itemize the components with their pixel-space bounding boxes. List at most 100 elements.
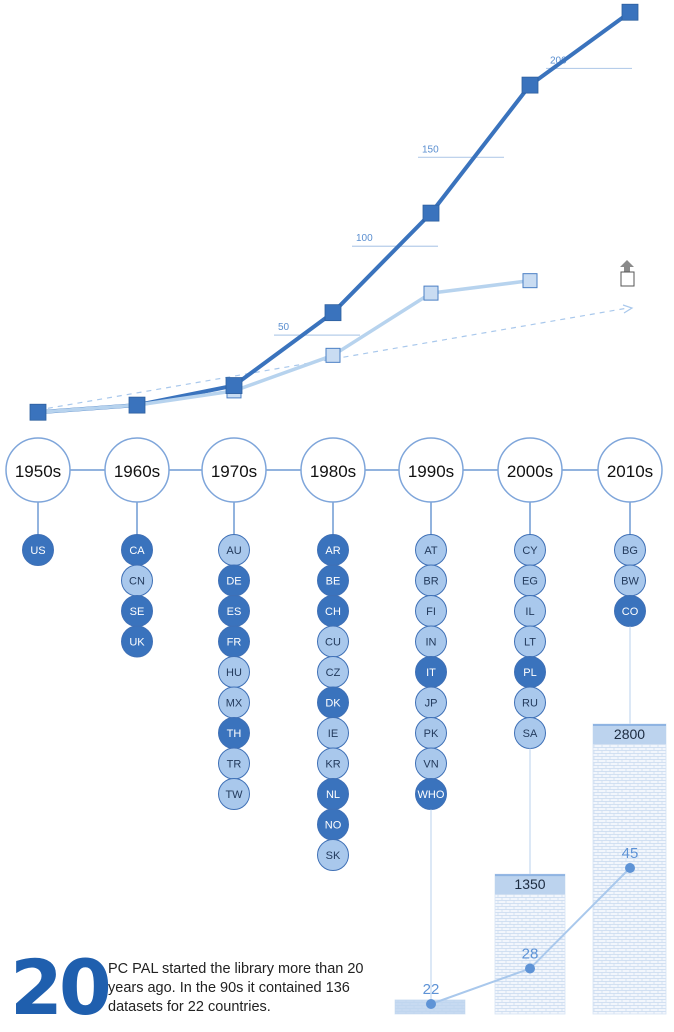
country-code: AU: [226, 545, 241, 557]
country-code: RU: [522, 698, 538, 710]
data-point: [324, 304, 342, 322]
country-code: SE: [130, 606, 145, 618]
country-count-point: [426, 999, 436, 1009]
country-code: LT: [524, 637, 536, 649]
country-code: CN: [129, 576, 145, 588]
country-code: CY: [522, 545, 538, 557]
country-code: AR: [325, 545, 340, 557]
decade-label: 2000s: [507, 462, 553, 481]
decade-column: 1990s AT BR FI IN IT JP PK VN WHO: [398, 437, 464, 810]
country-code: NO: [325, 820, 342, 832]
data-point: [422, 204, 440, 222]
country-code: PL: [523, 667, 536, 679]
country-code: ES: [227, 606, 242, 618]
country-code: DK: [325, 698, 341, 710]
country-code: NL: [326, 789, 340, 801]
country-code: US: [30, 545, 45, 557]
country-code: TW: [225, 789, 243, 801]
decade-label: 1950s: [15, 462, 61, 481]
country-code: BW: [621, 576, 639, 588]
country-code: CA: [129, 545, 145, 557]
series-line-light: [37, 278, 531, 414]
data-point: [522, 273, 538, 289]
decade-circle: [104, 437, 170, 503]
decade-column: 1970s AU DE ES FR HU MX TH TR TW: [201, 437, 267, 810]
decade-circle: [398, 437, 464, 503]
country-bubble: [121, 625, 153, 658]
decade-label: 1970s: [211, 462, 257, 481]
data-point: [521, 76, 539, 94]
up-arrow-box-icon: [620, 260, 635, 287]
data-point: [225, 377, 243, 394]
decade-label: 2010s: [607, 462, 653, 481]
gridline-label: 50: [278, 322, 290, 333]
country-code: WHO: [418, 789, 445, 801]
country-code: CO: [622, 606, 639, 618]
country-code: SK: [326, 850, 341, 862]
gridline-label: 100: [356, 233, 373, 244]
trend-arrowhead: [622, 304, 634, 314]
country-code: IL: [525, 606, 534, 618]
country-code: BG: [622, 545, 638, 557]
intro-text: PC PAL started the library more than 20 …: [108, 961, 364, 1015]
country-code: AT: [424, 545, 438, 557]
dataset-bar-label: 2800: [614, 726, 645, 742]
decade-column: 2000s CY EG IL LT PL RU SA: [497, 437, 563, 749]
gridline-label: 200: [550, 55, 567, 66]
country-code: MX: [226, 698, 243, 710]
decade-column: 2010s BG BW CO: [597, 437, 663, 627]
country-code: TH: [227, 728, 242, 740]
country-code: IT: [426, 667, 436, 679]
country-code: UK: [129, 637, 145, 649]
dataset-bar-label-box: [495, 874, 565, 895]
country-code: HU: [226, 667, 242, 679]
country-code: VN: [423, 759, 438, 771]
country-bubble: [317, 839, 349, 871]
country-code: CU: [325, 637, 341, 649]
decade-circle: [497, 437, 563, 503]
country-code: JP: [425, 698, 438, 710]
country-code: IE: [328, 728, 338, 740]
country-count-label: 28: [522, 946, 539, 963]
country-code: BR: [423, 576, 438, 588]
dataset-bar-label: 1350: [514, 876, 545, 892]
decade-label: 1990s: [408, 462, 454, 481]
country-code: IN: [426, 637, 437, 649]
dataset-bar-label-box: [593, 724, 666, 744]
data-point: [29, 403, 47, 421]
country-code: EG: [522, 576, 538, 588]
country-code: PK: [424, 728, 439, 740]
country-bubble: [218, 778, 250, 810]
big-number: 20: [10, 943, 112, 1032]
country-code: FI: [426, 606, 436, 618]
country-count-label: 22: [423, 981, 440, 998]
decade-circle: [5, 437, 71, 503]
country-code: CZ: [326, 667, 341, 679]
country-code: CH: [325, 606, 341, 618]
country-code: BE: [326, 576, 341, 588]
country-code: SA: [523, 728, 538, 740]
decade-label: 1960s: [114, 462, 160, 481]
decade-column: 1980s AR BE CH CU CZ DK IE KR NL NO SK: [300, 437, 366, 871]
decade-column: 1950s US: [5, 437, 71, 566]
country-code: TR: [227, 759, 242, 771]
decade-circle: [597, 437, 663, 503]
intro-block: 20 PC PAL started the library more than …: [0, 950, 674, 1026]
country-code: FR: [227, 637, 242, 649]
data-point: [325, 347, 341, 363]
country-code: DE: [226, 576, 241, 588]
decade-label: 1980s: [310, 462, 356, 481]
gridline-label: 150: [422, 144, 439, 155]
decade-column: 1960s CA CN SE UK: [104, 437, 170, 658]
country-bubble: [22, 534, 54, 566]
country-code: KR: [325, 759, 340, 771]
decade-circle: [300, 437, 366, 503]
decade-circle: [201, 437, 267, 503]
data-point: [621, 3, 639, 21]
data-point: [128, 396, 146, 414]
country-count-point: [625, 863, 635, 873]
country-count-point: [525, 963, 535, 974]
country-count-label: 45: [622, 845, 639, 862]
data-point: [423, 285, 439, 301]
